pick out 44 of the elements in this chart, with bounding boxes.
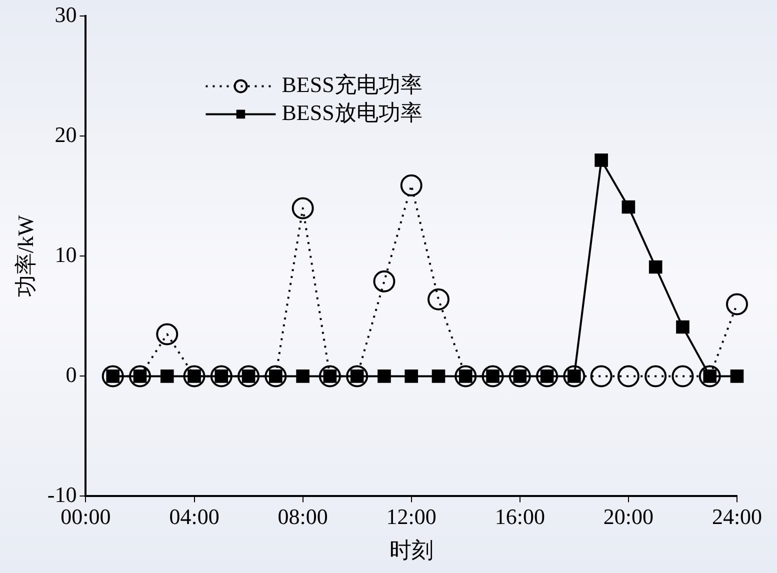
point	[373, 270, 396, 292]
point	[730, 370, 744, 383]
x-tick-label: 12:00	[386, 504, 436, 530]
point	[210, 365, 232, 388]
y-tick-label: 0	[66, 362, 77, 387]
x-tick-label: 04:00	[169, 504, 220, 530]
point	[648, 260, 662, 274]
point	[617, 365, 640, 388]
x-tick-label: 16:00	[494, 504, 545, 530]
point	[404, 370, 418, 383]
point	[346, 365, 368, 388]
point	[432, 370, 446, 383]
point	[318, 365, 341, 388]
point	[590, 365, 612, 388]
point	[400, 174, 422, 196]
y-axis-title: 功率/kW	[12, 215, 38, 298]
point	[156, 323, 178, 346]
x-tick-label: 20:00	[603, 504, 654, 530]
y-tick-label: 30	[54, 2, 77, 27]
point	[676, 320, 690, 334]
point	[672, 365, 694, 388]
point	[102, 365, 124, 388]
point	[160, 370, 174, 383]
y-tick-label: 20	[54, 122, 77, 147]
point	[698, 365, 721, 388]
x-axis-title: 时刻	[389, 538, 434, 563]
point	[594, 154, 608, 167]
point	[428, 288, 450, 310]
point	[129, 365, 151, 388]
y-tick-label: 10	[54, 242, 77, 267]
point	[726, 293, 748, 316]
legend-label: BESS放电功率	[282, 100, 422, 125]
point	[508, 365, 531, 388]
legend-label: BESS充电功率	[282, 72, 422, 97]
x-tick-label: 08:00	[278, 504, 328, 530]
point	[622, 200, 636, 214]
point	[296, 370, 310, 383]
x-tick-label: 00:00	[60, 504, 111, 530]
point	[482, 365, 504, 388]
point	[378, 370, 391, 383]
x-tick-label: 24:00	[712, 504, 762, 530]
point	[644, 365, 667, 388]
point	[292, 197, 314, 220]
y-tick-label: -10	[47, 482, 77, 507]
